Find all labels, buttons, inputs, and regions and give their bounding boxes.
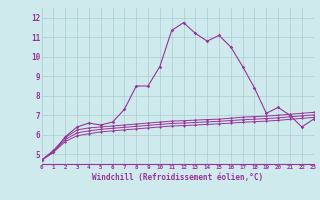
X-axis label: Windchill (Refroidissement éolien,°C): Windchill (Refroidissement éolien,°C) <box>92 173 263 182</box>
